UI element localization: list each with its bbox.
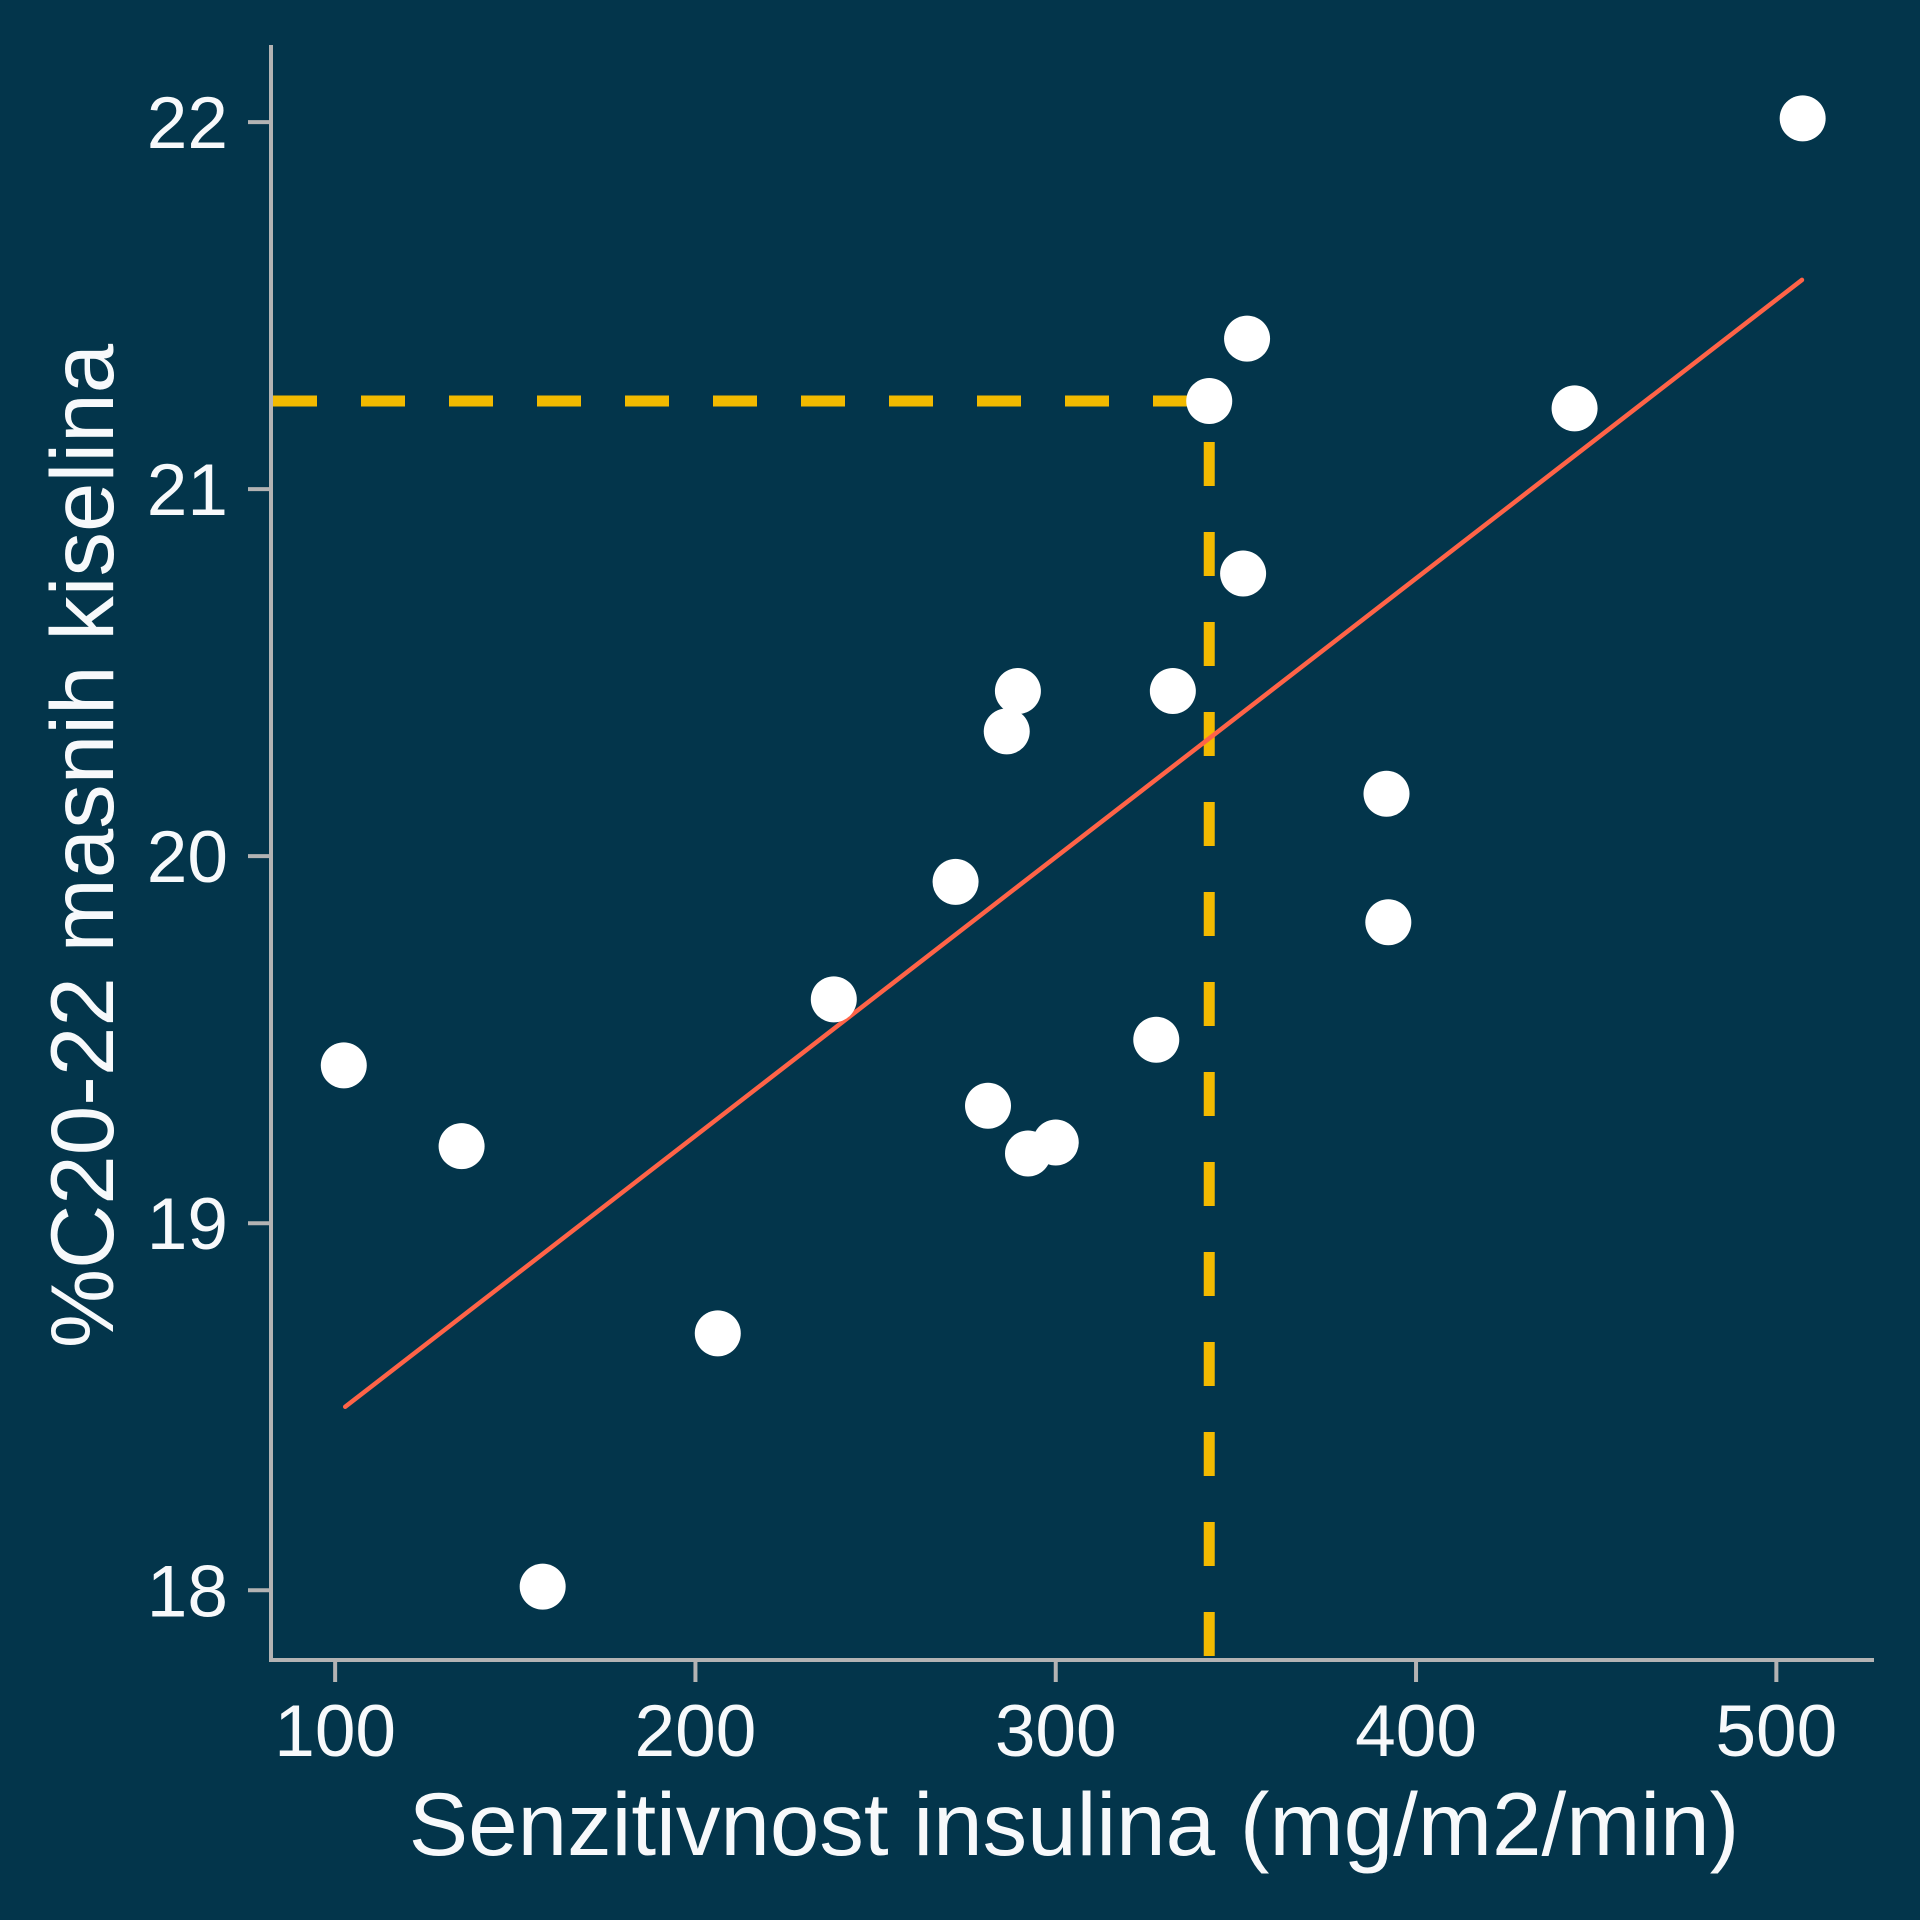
data-point xyxy=(694,1310,741,1357)
axes xyxy=(269,45,1874,1662)
data-point xyxy=(1220,550,1267,597)
regression-line-group xyxy=(342,277,1805,1409)
y-tick-label: 19 xyxy=(147,1184,228,1265)
x-axis-title: Senzitivnost insulina (mg/m2/min) xyxy=(409,1774,1740,1874)
data-point xyxy=(983,708,1030,755)
x-tick-label: 100 xyxy=(274,1691,396,1772)
y-axis-ticks: 18 19 20 21 22 xyxy=(147,83,271,1632)
data-point xyxy=(1149,668,1196,714)
reference-lines xyxy=(273,395,1215,1658)
y-tick-label: 18 xyxy=(147,1551,228,1632)
data-point xyxy=(1186,378,1233,425)
data-point xyxy=(1133,1016,1180,1063)
x-tick-label: 300 xyxy=(995,1691,1117,1772)
data-point xyxy=(1032,1119,1079,1166)
x-tick-label: 200 xyxy=(635,1691,757,1772)
y-tick-label: 22 xyxy=(147,83,228,164)
data-point xyxy=(320,1042,367,1089)
data-point xyxy=(965,1082,1012,1129)
data-points xyxy=(320,95,1826,1610)
data-point xyxy=(1363,770,1410,817)
y-tick-label: 21 xyxy=(147,450,228,531)
data-point xyxy=(1551,385,1598,432)
data-point xyxy=(438,1123,485,1170)
data-point xyxy=(1365,899,1412,946)
data-point xyxy=(932,858,979,905)
x-axis-ticks: 100 200 300 400 500 xyxy=(274,1660,1837,1772)
data-point xyxy=(810,976,857,1023)
data-point xyxy=(519,1563,566,1610)
regression-line xyxy=(342,277,1805,1409)
data-point xyxy=(994,668,1041,714)
data-point xyxy=(1224,315,1271,362)
y-tick-label: 20 xyxy=(147,817,228,898)
data-point xyxy=(1779,95,1826,142)
y-axis-title: %C20-22 masnih kiselina xyxy=(32,343,132,1348)
x-tick-label: 400 xyxy=(1355,1691,1477,1772)
x-tick-label: 500 xyxy=(1715,1691,1837,1772)
